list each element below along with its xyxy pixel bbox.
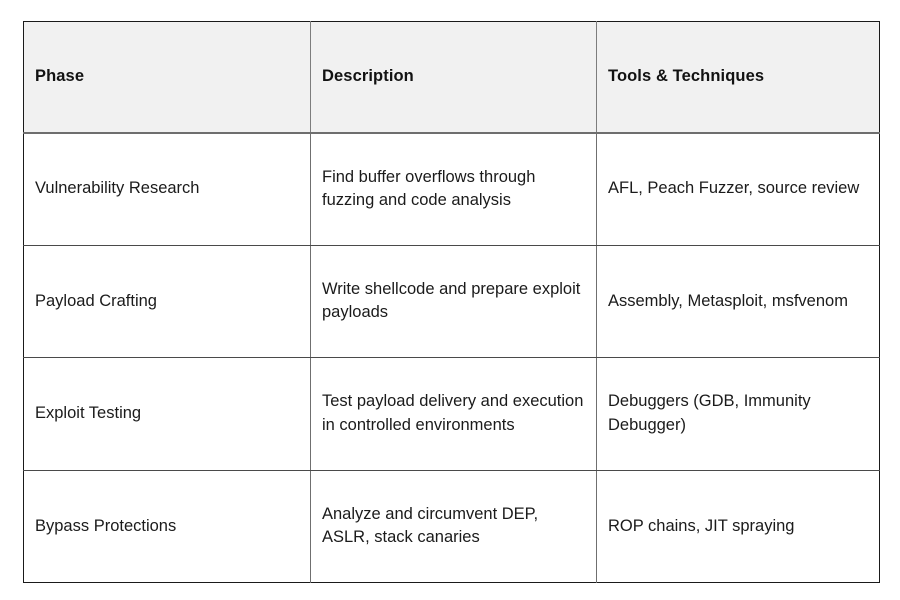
table-header: Phase Description Tools & Techniques [23,21,880,134]
cell-tools-text: ROP chains, JIT spraying [608,516,795,535]
table-body: Vulnerability Research Find buffer overf… [23,132,880,583]
cell-tools: ROP chains, JIT spraying [597,470,880,583]
column-header-tools-label: Tools & Techniques [608,67,765,86]
cell-description-text: Test payload delivery and execution in c… [322,392,584,434]
cell-description-text: Analyze and circumvent DEP, ASLR, stack … [322,504,539,547]
column-header-tools: Tools & Techniques [596,21,880,134]
table-row: Payload Crafting Write shellcode and pre… [23,245,880,358]
column-header-description-label: Description [322,67,414,86]
cell-phase: Exploit Testing [23,357,311,471]
cell-phase: Bypass Protections [23,470,311,583]
cell-tools: Assembly, Metasploit, msfvenom [596,245,880,358]
table-row: Exploit Testing Test payload delivery an… [23,357,880,471]
cell-phase-text: Vulnerability Research [35,179,200,198]
column-header-phase-label: Phase [35,67,85,86]
cell-description: Analyze and circumvent DEP, ASLR, stack … [310,470,597,583]
table-header-row: Phase Description Tools & Techniques [23,21,880,134]
cell-tools-text: Assembly, Metasploit, msfvenom [608,291,848,310]
table-container: Phase Description Tools & Techniques Vul… [23,21,880,583]
cell-tools-text: Debuggers (GDB, Immunity Debugger) [608,392,811,434]
table-row: Vulnerability Research Find buffer overf… [23,132,880,246]
column-header-phase: Phase [23,21,311,134]
table-row: Bypass Protections Analyze and circumven… [23,470,880,583]
cell-tools: AFL, Peach Fuzzer, source review [596,132,880,246]
cell-description-text: Write shellcode and prepare exploit payl… [322,279,581,322]
cell-phase: Payload Crafting [23,245,311,358]
cell-phase-text: Payload Crafting [35,291,157,310]
column-header-description: Description [310,21,597,134]
cell-tools: Debuggers (GDB, Immunity Debugger) [596,357,880,471]
cell-description: Test payload delivery and execution in c… [310,357,597,471]
exploit-phases-table: Phase Description Tools & Techniques Vul… [23,21,880,583]
cell-description: Write shellcode and prepare exploit payl… [310,245,597,358]
cell-tools-text: AFL, Peach Fuzzer, source review [608,179,860,198]
cell-phase: Vulnerability Research [23,132,311,246]
cell-description: Find buffer overflows through fuzzing an… [310,132,597,246]
cell-phase-text: Bypass Protections [35,516,177,535]
cell-description-text: Find buffer overflows through fuzzing an… [322,167,536,209]
cell-phase-text: Exploit Testing [35,404,142,423]
